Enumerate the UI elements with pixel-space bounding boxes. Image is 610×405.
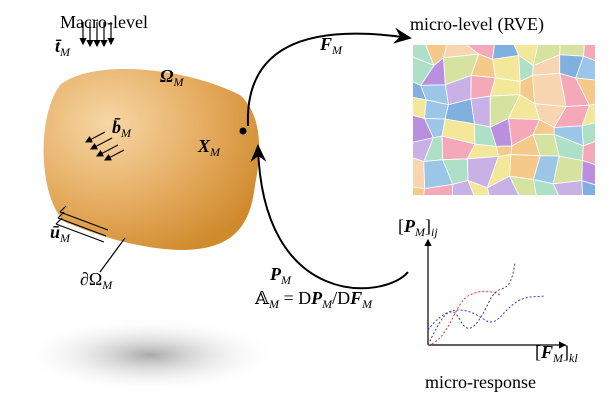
boundary-label: ∂ΩM [80,269,113,292]
grain [575,55,595,81]
grain [552,180,584,195]
tangent-label: 𝔸M = DPM/DFM [254,288,373,311]
grain [575,77,595,106]
domain-label: ΩM [160,66,184,89]
grain [486,175,520,195]
grain [508,175,537,195]
micro-title: micro-level (RVE) [410,14,544,35]
grain [581,159,595,186]
grain [559,45,585,57]
macro-body [43,68,260,251]
macro-title: Macro-level [60,12,148,32]
grain [492,55,521,82]
grain [581,180,595,195]
grain [413,97,427,119]
x-axis-label: [FM]kl [535,342,578,365]
deformation-label: FM [319,34,343,57]
grain [467,179,490,195]
body-force-label: b̄M [112,117,132,140]
grain [583,45,595,62]
load-arrows [55,22,126,273]
stress-label: PM [269,264,292,287]
grain [489,77,521,97]
grain [581,122,595,147]
shadow [20,317,280,393]
displacement-label: ūM [50,222,71,245]
grain [423,183,454,195]
response-title: micro-response [425,372,536,392]
grain [413,186,426,195]
grain [581,103,595,127]
grain [532,179,559,195]
grain [451,179,475,195]
rve-grains [413,45,595,195]
grain [582,141,595,166]
point-label: XM [197,136,221,159]
arrow-down-scale [246,27,412,127]
y-axis-label: [PM]ij [398,216,438,239]
arrow-up-scale [250,144,409,290]
traction-label: t̄M [55,36,71,59]
material-point [239,127,247,135]
response-plot [424,238,567,349]
